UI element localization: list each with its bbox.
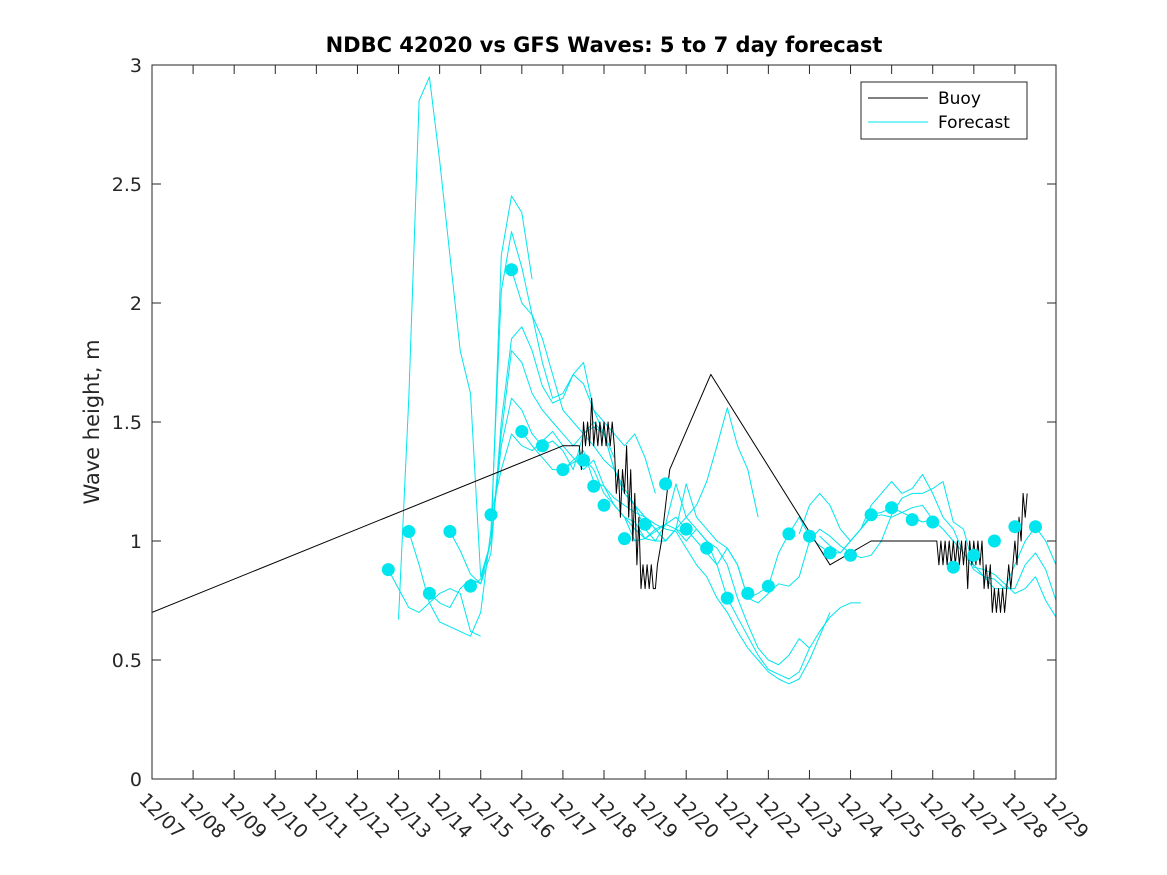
chart-title: NDBC 42020 vs GFS Waves: 5 to 7 day fore… [326,33,883,57]
forecast-point [638,517,652,531]
forecast-point [967,548,981,562]
forecast-point [659,477,673,491]
y-axis-label: Wave height, m [80,339,104,504]
y-tick-label: 2 [130,293,142,315]
forecast-point [556,463,570,477]
forecast-point [679,522,693,536]
forecast-point [741,586,755,600]
forecast-point [443,525,457,538]
forecast-point [864,508,878,522]
forecast-markers [381,263,1042,605]
forecast-series-line-14 [870,481,1056,618]
y-tick-label: 1.5 [112,412,142,434]
forecast-point [577,453,590,467]
forecast-point [885,501,899,515]
forecast-point [700,541,714,555]
forecast-point [803,529,816,543]
forecast-lines [387,76,1056,685]
forecast-point [515,425,529,438]
y-axis-ticks: 0 0.5 1 1.5 2 2.5 3 [112,55,1056,791]
forecast-series-line-2 [398,76,533,620]
forecast-series-line-7 [490,431,810,666]
y-tick-label: 1 [130,531,142,553]
legend-box [860,81,1028,140]
forecast-point [823,546,837,560]
forecast-point [926,515,940,529]
forecast-point [905,513,919,527]
forecast-point [987,534,1001,548]
legend-buoy-label: Buoy [938,89,981,109]
legend-forecast-label: Forecast [938,113,1010,133]
y-tick-label: 2.5 [112,174,142,196]
forecast-point [946,560,960,574]
y-tick-label: 0 [130,769,142,791]
forecast-point [381,563,395,577]
forecast-point [535,439,549,453]
forecast-point [422,586,436,600]
y-tick-label: 3 [130,55,142,77]
forecast-point [402,525,416,538]
forecast-point [464,579,477,593]
forecast-series-line-10 [562,450,872,604]
forecast-point [587,479,601,493]
forecast-series-line-11 [613,504,933,599]
forecast-point [782,527,796,541]
forecast-point [761,579,775,593]
forecast-series-line-3 [408,231,615,637]
legend: Buoy Forecast [860,81,1028,140]
forecast-point [505,263,518,277]
forecast-point [720,591,734,605]
forecast-point [484,508,498,522]
forecast-point [1008,520,1022,534]
plot-series-group [152,76,1056,685]
forecast-series-line-8 [511,269,831,685]
y-tick-label: 0.5 [112,650,142,672]
forecast-point [618,532,631,546]
forecast-series-line-12 [798,473,1056,590]
forecast-point [844,548,857,562]
forecast-point [1029,520,1042,534]
forecast-point [597,498,611,512]
